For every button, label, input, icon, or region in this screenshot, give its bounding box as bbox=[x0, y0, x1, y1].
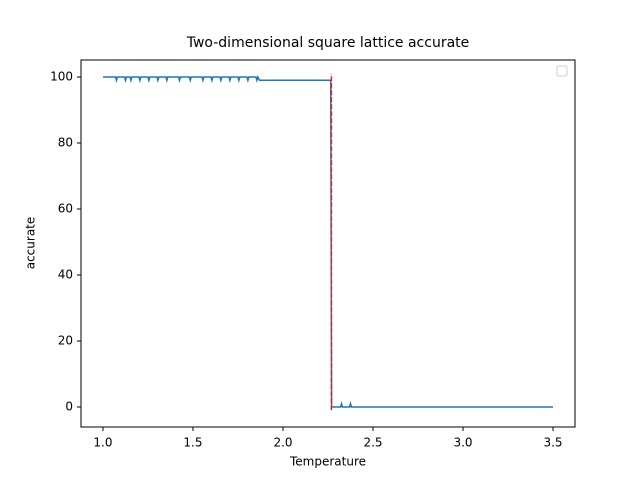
y-tick-label: 60 bbox=[58, 201, 73, 215]
y-tick-label: 20 bbox=[58, 334, 73, 348]
x-tick-label: 3.0 bbox=[453, 436, 472, 450]
x-tick-label: 3.5 bbox=[543, 436, 562, 450]
x-tick-label: 2.5 bbox=[363, 436, 382, 450]
x-axis-label: Temperature bbox=[289, 455, 366, 469]
chart-title: Two-dimensional square lattice accurate bbox=[186, 35, 470, 51]
y-axis-label: accurate bbox=[24, 217, 38, 270]
data-line bbox=[102, 75, 554, 408]
x-tick-label: 1.0 bbox=[93, 436, 112, 450]
y-tick-label: 0 bbox=[65, 400, 73, 414]
plot-frame bbox=[80, 59, 576, 428]
legend-box bbox=[556, 65, 568, 77]
x-tick-label: 1.5 bbox=[183, 436, 202, 450]
x-tick-label: 2.0 bbox=[273, 436, 292, 450]
y-tick-label: 40 bbox=[58, 267, 73, 281]
y-tick-label: 100 bbox=[50, 69, 73, 83]
y-tick-label: 80 bbox=[58, 135, 73, 149]
